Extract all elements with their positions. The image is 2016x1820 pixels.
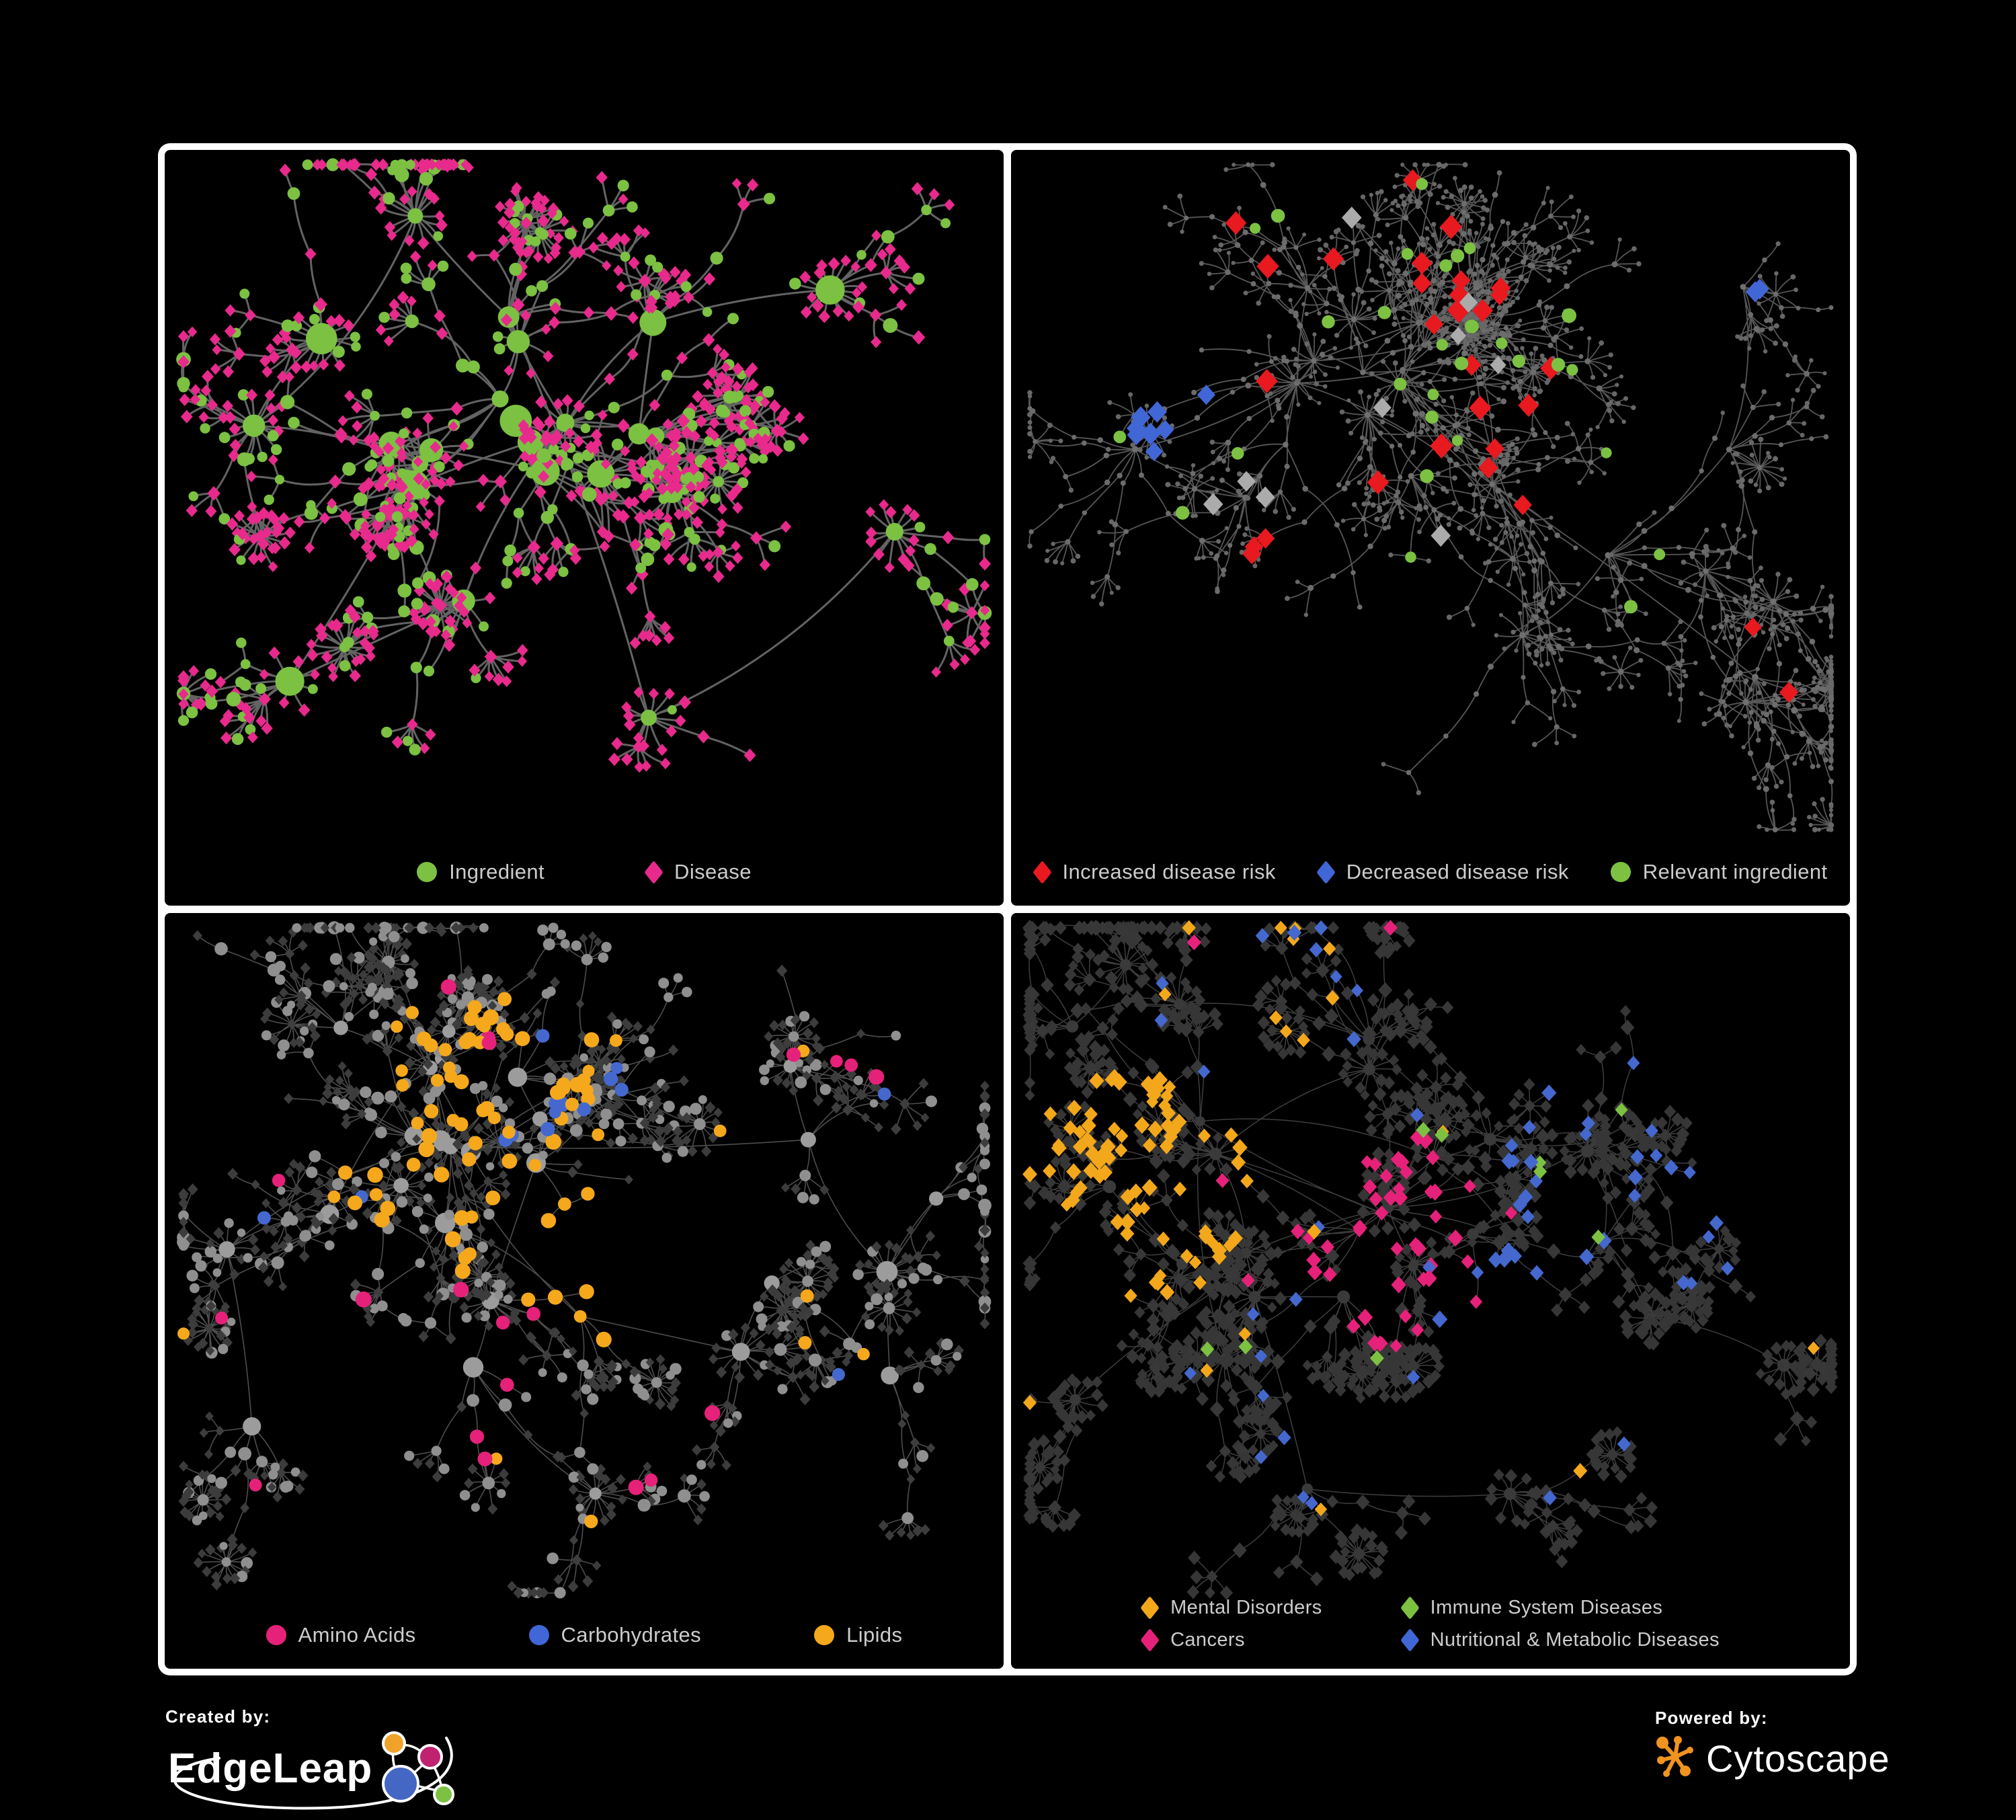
legend-item-amino-acids: Amino Acids (266, 1623, 416, 1647)
ingredient-disease-legend: Ingredient Disease (165, 860, 1004, 884)
legend-label: Immune System Diseases (1430, 1597, 1663, 1618)
panel-disease-risk: Increased disease risk Decreased disease… (1011, 150, 1850, 906)
cytoscape-wordmark: Cytoscape (1706, 1737, 1890, 1780)
disease-swatch-diamond (644, 860, 663, 884)
legend-item-immune-system-diseases: Immune System Diseases (1400, 1595, 1663, 1620)
cytoscape-icon-nodes (1656, 1736, 1693, 1777)
lipids-swatch-circle (814, 1625, 835, 1645)
carbohydrates-swatch-circle (528, 1625, 549, 1645)
edgeleap-wordmark: EdgeLeap (168, 1745, 372, 1792)
edgeleap-node-green (433, 1784, 454, 1805)
edgeleap-credit-block: Created by: EdgeLeap (165, 1706, 488, 1818)
mental-disorders-swatch-diamond (1140, 1595, 1160, 1620)
legend-item-nutritional-metabolic-diseases: Nutritional & Metabolic Diseases (1400, 1628, 1720, 1653)
legend-label: Lipids (846, 1623, 903, 1647)
legend-item-cancers: Cancers (1140, 1628, 1245, 1653)
immune-diseases-swatch-diamond (1400, 1595, 1420, 1620)
disease-classes-legend: Mental Disorders Immune System Diseases … (1011, 1595, 1850, 1653)
decreased-risk-swatch-diamond (1316, 860, 1336, 884)
cancers-swatch-diamond (1140, 1628, 1160, 1653)
ingredient-disease-network-graph (176, 157, 992, 773)
legend-item-lipids: Lipids (814, 1623, 902, 1647)
edgeleap-node-orange (382, 1731, 406, 1755)
legend-item-decreased-risk: Decreased disease risk (1316, 860, 1569, 884)
legend-label: Cancers (1170, 1629, 1245, 1651)
legend-item-relevant-ingredient: Relevant ingredient (1610, 860, 1828, 884)
legend-label: Carbohydrates (561, 1623, 702, 1647)
disease-risk-network-graph (1027, 161, 1834, 832)
ingredient-swatch-circle (417, 862, 438, 882)
legend-item-ingredient: Ingredient (417, 860, 545, 884)
legend-label: Decreased disease risk (1346, 860, 1569, 883)
legend-label: Ingredient (449, 860, 545, 883)
legend-label: Relevant ingredient (1642, 860, 1828, 883)
panel-ingredient-disease: Ingredient Disease (165, 150, 1004, 906)
figure-grid: Ingredient Disease Increased disease ris… (158, 143, 1857, 1675)
increased-risk-swatch-diamond (1032, 860, 1052, 884)
legend-label: Disease (674, 860, 752, 883)
edgeleap-mark-nodes (382, 1731, 454, 1805)
relevant-ingredient-swatch-circle (1610, 862, 1631, 882)
panel-disease-classes: Mental Disorders Immune System Diseases … (1011, 913, 1850, 1669)
edgeleap-node-blue (382, 1765, 419, 1803)
edgeleap-node-magenta (417, 1744, 443, 1770)
powered-by-label: Powered by: (1655, 1708, 1768, 1728)
legend-item-mental-disorders: Mental Disorders (1140, 1595, 1322, 1620)
cytoscape-logo-row: Cytoscape (1655, 1735, 1890, 1781)
legend-item-disease: Disease (644, 860, 752, 884)
edgeleap-logo: EdgeLeap (168, 1731, 454, 1810)
legend-label: Nutritional & Metabolic Diseases (1430, 1629, 1720, 1651)
nutritional-metabolic-swatch-diamond (1400, 1628, 1420, 1653)
legend-label: Mental Disorders (1170, 1597, 1322, 1618)
legend-item-carbohydrates: Carbohydrates (528, 1623, 702, 1647)
panel-macronutrients: Amino Acids Carbohydrates Lipids (165, 913, 1004, 1669)
legend-label: Increased disease risk (1062, 860, 1276, 883)
amino-acids-swatch-circle (266, 1625, 286, 1645)
created-by-label: Created by: (165, 1706, 271, 1727)
legend-label: Amino Acids (298, 1623, 416, 1647)
disease-risk-legend: Increased disease risk Decreased disease… (1011, 860, 1850, 884)
macronutrients-legend: Amino Acids Carbohydrates Lipids (165, 1623, 1004, 1647)
macronutrients-network-graph (177, 921, 992, 1599)
legend-item-increased-risk: Increased disease risk (1032, 860, 1276, 884)
cytoscape-credit-block: Powered by: Cytoscape (1655, 1708, 1890, 1781)
disease-classes-network-graph (1022, 920, 1839, 1600)
cytoscape-icon (1656, 1736, 1693, 1777)
